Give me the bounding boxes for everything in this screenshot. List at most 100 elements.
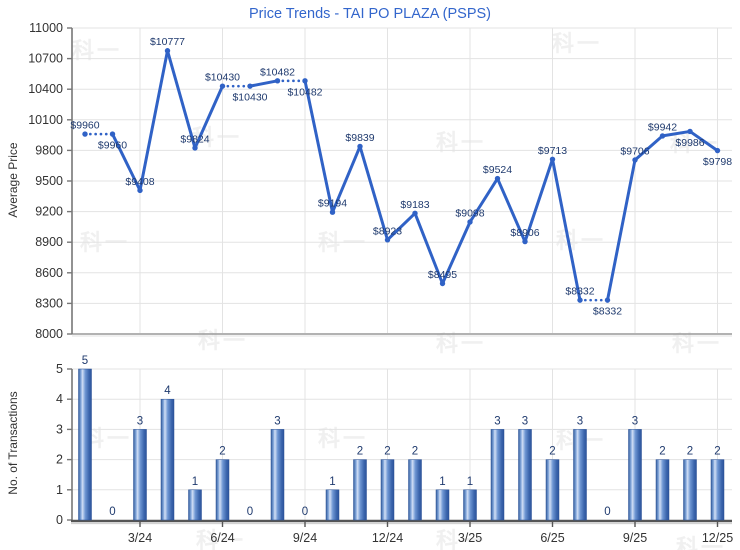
price-point-label: $8332 xyxy=(565,286,594,298)
transaction-bar xyxy=(78,368,92,521)
transaction-bar-label: 0 xyxy=(302,506,308,518)
price-point-label: $9942 xyxy=(648,121,677,133)
line-y-tick-label: 10400 xyxy=(28,82,63,96)
price-line-points xyxy=(82,48,721,303)
line-segment xyxy=(661,129,692,138)
transaction-bar xyxy=(573,429,587,521)
transaction-bar-label: 5 xyxy=(82,355,88,367)
line-segment xyxy=(688,129,719,153)
line-segment xyxy=(523,157,554,244)
line-y-tick-label: 10700 xyxy=(28,52,63,66)
line-segment xyxy=(193,84,224,150)
x-tick-label: 9/25 xyxy=(623,531,647,545)
transaction-bar xyxy=(325,489,340,521)
transaction-bar xyxy=(353,459,367,521)
watermark-text: 科一 xyxy=(436,331,487,356)
transaction-bar-label: 1 xyxy=(439,476,445,488)
price-point-label: $9960 xyxy=(70,120,99,132)
price-point-label: $10482 xyxy=(287,86,322,98)
price-point-label: $8923 xyxy=(373,225,402,237)
transaction-bars xyxy=(78,368,725,521)
line-point xyxy=(604,297,611,303)
transaction-bar-label: 2 xyxy=(687,446,693,458)
line-point xyxy=(219,83,226,89)
transaction-bar xyxy=(408,459,422,521)
line-point xyxy=(109,131,116,137)
x-tick-label: 12/24 xyxy=(372,531,403,545)
transaction-bar xyxy=(380,459,395,521)
transaction-bar xyxy=(710,459,725,521)
price-point-label: $9194 xyxy=(318,198,347,210)
line-y-tick-label: 9800 xyxy=(35,143,63,157)
transaction-bar-label: 2 xyxy=(412,446,418,458)
line-point xyxy=(247,83,253,89)
transaction-bar-label: 3 xyxy=(632,415,638,427)
line-segment xyxy=(633,134,664,162)
price-point-label: $9713 xyxy=(538,145,567,157)
line-segment xyxy=(111,132,142,192)
bar-y-tick-label: 0 xyxy=(56,513,63,527)
watermark-text: 科一 xyxy=(196,528,247,550)
bar-y-tick-label: 1 xyxy=(56,483,63,497)
transaction-bar xyxy=(188,489,202,521)
transaction-bar xyxy=(463,489,477,521)
line-point xyxy=(467,219,473,225)
line-y-tick-label: 9200 xyxy=(35,205,63,219)
transaction-bar-label: 1 xyxy=(467,476,473,488)
watermark-text: 科一 xyxy=(198,328,249,353)
price-point-label: $10430 xyxy=(232,92,267,104)
line-segment xyxy=(248,79,279,88)
x-axis-tick-labels: 3/24 6/24 9/24 12/24 3/25 6/25 9/25 12/25 xyxy=(128,531,733,545)
chart-title: Price Trends - TAI PO PLAZA (PSPS) xyxy=(248,6,491,22)
transaction-bar-label: 3 xyxy=(137,415,143,427)
line-point xyxy=(82,131,88,137)
transaction-bar xyxy=(160,398,175,521)
transaction-bar xyxy=(215,459,230,521)
line-point xyxy=(632,157,638,163)
line-chart-axes xyxy=(67,27,732,337)
bar-y-tick-label: 5 xyxy=(56,362,63,376)
line-point xyxy=(384,237,391,243)
transaction-bar xyxy=(133,429,147,521)
transaction-bar-label: 3 xyxy=(274,415,280,427)
price-point-labels: $9960 $9960 $9408 $10777 $9824 $10430 $10430 $1… xyxy=(70,36,732,317)
transaction-bar xyxy=(435,489,450,521)
watermark-text: 科一 xyxy=(552,31,603,56)
line-point xyxy=(522,238,528,245)
transaction-bar-label: 0 xyxy=(247,506,253,518)
line-point xyxy=(494,175,501,182)
line-segment xyxy=(303,79,334,214)
line-y-tick-label: 8000 xyxy=(35,327,63,341)
price-point-label: $9706 xyxy=(620,145,649,157)
transaction-bar-label: 1 xyxy=(192,476,198,488)
line-point xyxy=(302,78,308,84)
line-segment xyxy=(331,144,362,214)
transaction-bar-label: 3 xyxy=(522,415,528,427)
watermark-text: 科一 xyxy=(676,535,727,550)
line-point xyxy=(577,297,583,303)
transaction-bar xyxy=(270,429,285,521)
line-y-tick-label: 10100 xyxy=(28,113,63,127)
transaction-bar-label: 2 xyxy=(219,446,225,458)
transaction-bar-label: 2 xyxy=(357,446,363,458)
line-point xyxy=(412,210,418,217)
transaction-bar xyxy=(683,459,697,521)
transaction-bar xyxy=(518,429,532,521)
watermark-text: 科一 xyxy=(436,528,487,550)
price-point-label: $10777 xyxy=(150,36,185,48)
price-point-label: $9824 xyxy=(180,133,209,145)
transaction-bar xyxy=(655,459,670,521)
line-point xyxy=(439,280,446,287)
price-point-label: $9986 xyxy=(675,137,704,149)
bar-y-tick-label: 3 xyxy=(56,422,63,436)
line-segment xyxy=(166,49,197,150)
transaction-bar-label: 0 xyxy=(604,506,610,518)
transaction-bar-label: 3 xyxy=(577,415,583,427)
line-point xyxy=(357,143,363,150)
price-point-label: $9183 xyxy=(400,199,429,211)
transaction-bar-label: 2 xyxy=(714,446,720,458)
line-segment xyxy=(138,49,169,192)
bar-y-tick-label: 4 xyxy=(56,392,63,406)
price-point-label: $9408 xyxy=(125,176,154,188)
line-point xyxy=(549,156,556,162)
